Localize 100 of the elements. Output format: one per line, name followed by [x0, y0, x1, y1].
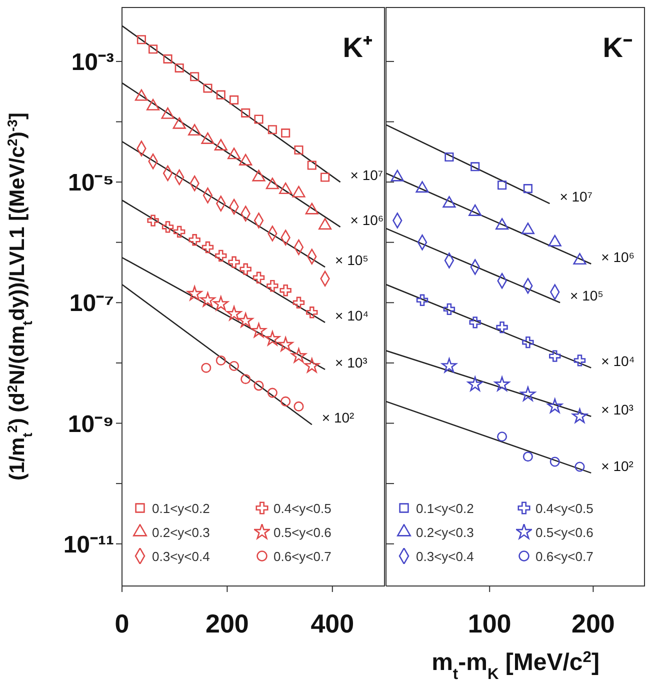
- point: [186, 286, 202, 300]
- point: [254, 114, 264, 124]
- point: [230, 95, 239, 104]
- point: [240, 374, 251, 384]
- legend-label: 0.6<y<0.7: [274, 548, 332, 564]
- point: [548, 234, 562, 246]
- point: [136, 35, 146, 44]
- legend-label: 0.6<y<0.7: [536, 548, 594, 564]
- annotation: × 10²: [322, 410, 355, 426]
- point: [188, 234, 200, 246]
- x-tick-label: 200: [572, 608, 615, 638]
- point: [318, 218, 332, 230]
- x-tick-label: 100: [468, 608, 512, 638]
- point: [190, 72, 200, 82]
- point: [470, 162, 480, 172]
- y-tick-label: 10⁻⁵: [68, 170, 114, 197]
- point: [278, 336, 294, 352]
- y-tick-label: 10⁻³: [71, 48, 114, 76]
- point: [416, 294, 428, 306]
- annotation: × 10²: [601, 458, 634, 474]
- point: [292, 296, 305, 308]
- point: [294, 401, 304, 412]
- point: [547, 398, 562, 414]
- point: [268, 125, 277, 134]
- point: [188, 124, 202, 136]
- annotation: × 10³: [335, 354, 368, 370]
- point: [306, 306, 318, 318]
- point: [173, 226, 186, 238]
- text: K⁻: [602, 31, 632, 65]
- legend-label: 0.3<y<0.4: [416, 548, 474, 564]
- annotation: × 10⁴: [601, 352, 635, 369]
- point: [416, 181, 429, 193]
- point: [521, 222, 534, 234]
- x-tick-label: 0: [114, 608, 130, 638]
- point: [573, 253, 586, 265]
- y-tick-label: 10⁻¹¹: [63, 531, 114, 558]
- point: [241, 108, 250, 118]
- point: [497, 432, 508, 442]
- point: [496, 321, 508, 334]
- point: [240, 263, 252, 275]
- point: [147, 214, 159, 226]
- point: [216, 355, 226, 366]
- legend-label: 0.1<y<0.2: [416, 500, 474, 516]
- point: [467, 376, 483, 392]
- point: [254, 380, 264, 391]
- point: [264, 330, 280, 346]
- point: [216, 90, 226, 100]
- point: [522, 452, 533, 462]
- annotation: × 10⁴: [335, 307, 369, 324]
- legend-label: 0.4<y<0.5: [274, 500, 332, 516]
- annotation: × 10⁵: [570, 288, 604, 304]
- point: [226, 306, 242, 320]
- legend-label: 0.5<y<0.6: [274, 524, 332, 540]
- annotation: × 10⁷: [560, 188, 592, 205]
- point: [200, 292, 216, 307]
- point: [307, 160, 316, 170]
- legend-label: 0.5<y<0.6: [536, 524, 594, 540]
- x-tick-label: 200: [206, 608, 249, 638]
- annotation: × 10⁶: [601, 248, 635, 265]
- point: [549, 350, 561, 362]
- y-tick-label: 10⁻⁹: [68, 410, 114, 438]
- point: [294, 145, 304, 155]
- point: [215, 250, 227, 262]
- point: [238, 312, 254, 328]
- point: [251, 322, 266, 338]
- point: [203, 84, 212, 93]
- point: [228, 148, 241, 160]
- legend-label: 0.2<y<0.3: [152, 524, 210, 540]
- point: [162, 221, 174, 233]
- point: [390, 170, 404, 182]
- point: [443, 303, 456, 316]
- point: [267, 388, 278, 398]
- point: [444, 152, 454, 162]
- point: [252, 272, 265, 284]
- legend-label: 0.4<y<0.5: [536, 500, 594, 516]
- point: [469, 316, 481, 328]
- point: [520, 386, 536, 402]
- point: [174, 63, 184, 72]
- point: [304, 358, 320, 373]
- point: [291, 348, 306, 363]
- point: [229, 360, 240, 372]
- annotation: × 10⁵: [335, 252, 368, 268]
- annotation: × 10⁷: [350, 167, 383, 184]
- point: [163, 54, 172, 64]
- point: [468, 204, 482, 216]
- point: [281, 128, 290, 138]
- point: [498, 180, 507, 190]
- annotation: × 10⁶: [350, 212, 384, 228]
- y-tick-label: 10⁻⁷: [69, 290, 114, 318]
- point: [550, 456, 560, 467]
- point: [266, 280, 278, 292]
- point: [574, 462, 585, 472]
- point: [574, 354, 586, 366]
- legend-label: 0.3<y<0.4: [152, 548, 210, 564]
- point: [523, 184, 532, 194]
- point: [280, 396, 291, 406]
- x-tick-label: 400: [310, 608, 354, 638]
- annotation: × 10³: [601, 401, 634, 418]
- point: [442, 358, 457, 373]
- point: [280, 284, 292, 296]
